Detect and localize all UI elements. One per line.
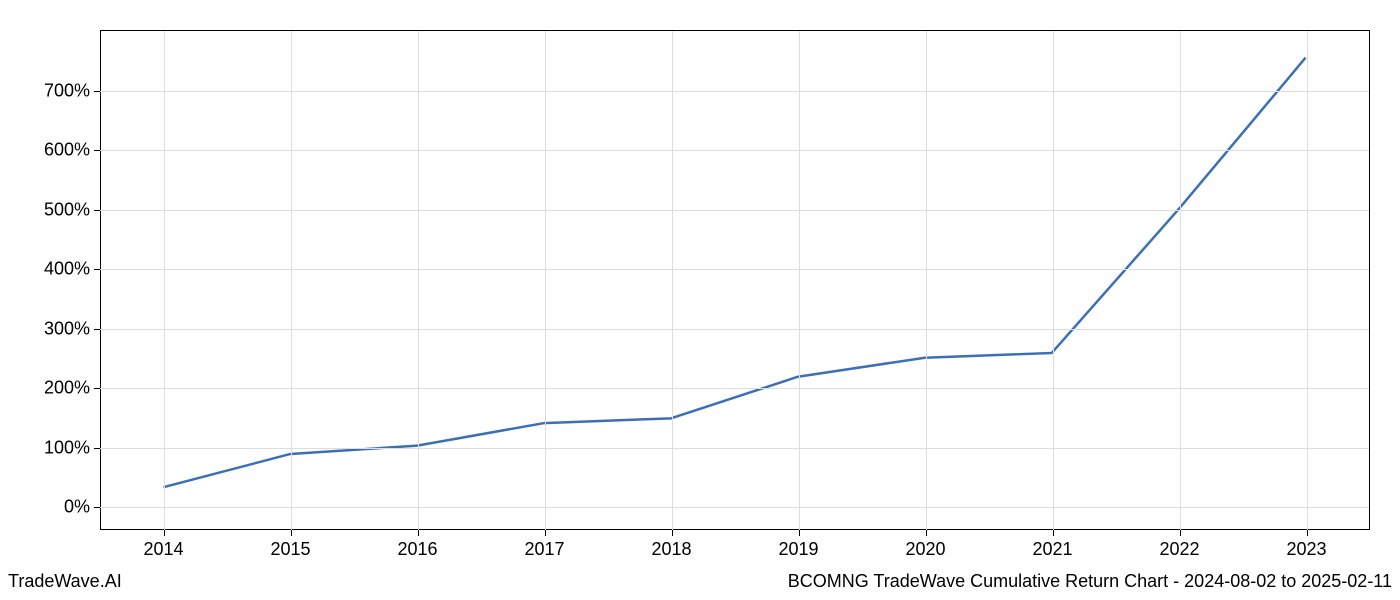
y-tick <box>94 91 100 92</box>
y-tick <box>94 210 100 211</box>
y-tick-label: 600% <box>30 140 90 161</box>
y-tick <box>94 388 100 389</box>
x-tick-label: 2014 <box>143 539 183 560</box>
x-tick-label: 2022 <box>1159 539 1199 560</box>
grid-line-vertical <box>926 31 927 530</box>
grid-line-vertical <box>1307 31 1308 530</box>
grid-line-vertical <box>545 31 546 530</box>
grid-line-horizontal <box>100 210 1369 211</box>
x-tick-label: 2018 <box>651 539 691 560</box>
x-tick <box>672 530 673 536</box>
grid-line-horizontal <box>100 150 1369 151</box>
y-tick-label: 500% <box>30 199 90 220</box>
grid-line-horizontal <box>100 448 1369 449</box>
y-tick-label: 0% <box>30 497 90 518</box>
grid-line-vertical <box>1053 31 1054 530</box>
y-tick-label: 200% <box>30 378 90 399</box>
x-tick-label: 2015 <box>270 539 310 560</box>
x-tick <box>799 530 800 536</box>
y-tick-label: 700% <box>30 80 90 101</box>
x-tick <box>164 530 165 536</box>
x-tick-label: 2017 <box>524 539 564 560</box>
x-tick <box>1307 530 1308 536</box>
y-tick <box>94 150 100 151</box>
grid-line-horizontal <box>100 269 1369 270</box>
x-tick-label: 2019 <box>778 539 818 560</box>
grid-line-vertical <box>164 31 165 530</box>
y-tick <box>94 507 100 508</box>
x-tick <box>1053 530 1054 536</box>
grid-line-vertical <box>1180 31 1181 530</box>
grid-line-vertical <box>418 31 419 530</box>
chart-plot-area: 2014201520162017201820192020202120222023… <box>100 30 1370 530</box>
grid-line-horizontal <box>100 388 1369 389</box>
y-tick-label: 100% <box>30 437 90 458</box>
y-tick <box>94 269 100 270</box>
x-tick <box>291 530 292 536</box>
plot-box: 2014201520162017201820192020202120222023… <box>100 30 1370 530</box>
grid-line-vertical <box>799 31 800 530</box>
x-tick-label: 2023 <box>1286 539 1326 560</box>
y-tick-label: 300% <box>30 318 90 339</box>
y-tick <box>94 448 100 449</box>
grid-line-vertical <box>672 31 673 530</box>
x-tick <box>545 530 546 536</box>
y-tick-label: 400% <box>30 259 90 280</box>
y-tick <box>94 329 100 330</box>
x-tick <box>926 530 927 536</box>
x-tick-label: 2020 <box>905 539 945 560</box>
x-tick <box>418 530 419 536</box>
x-tick-label: 2016 <box>397 539 437 560</box>
grid-line-horizontal <box>100 91 1369 92</box>
grid-line-horizontal <box>100 507 1369 508</box>
footer-right-text: BCOMNG TradeWave Cumulative Return Chart… <box>788 571 1392 592</box>
x-tick <box>1180 530 1181 536</box>
footer-left-text: TradeWave.AI <box>8 571 122 592</box>
y-axis-line <box>100 31 101 530</box>
x-tick-label: 2021 <box>1032 539 1072 560</box>
grid-line-horizontal <box>100 329 1369 330</box>
grid-line-vertical <box>291 31 292 530</box>
